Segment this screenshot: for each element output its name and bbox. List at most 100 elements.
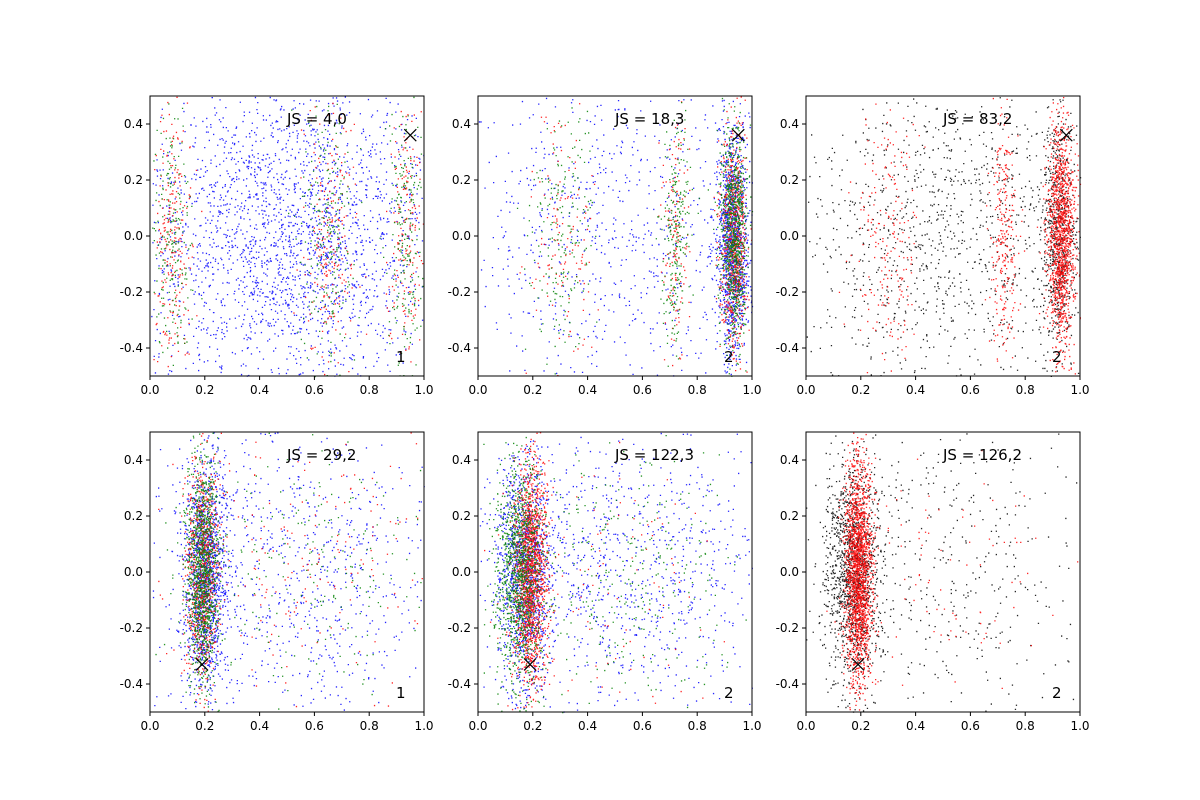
x-tick-label: 0.2 <box>523 383 542 397</box>
x-tick-label: 1.0 <box>1070 719 1089 733</box>
subplot-2: 0.0 0.2 0.4 0.6 0.8 1.0 -0.4 -0.2 0.0 0.2 0.4 JS =… <box>448 95 762 397</box>
x-tick-label: 0.2 <box>851 383 870 397</box>
points-layer <box>152 432 425 713</box>
series-1-points <box>151 96 425 377</box>
x-tick-label: 0.0 <box>468 719 487 733</box>
tick-layer: 0.0 0.2 0.4 0.6 0.8 1.0 -0.4 -0.2 0.0 0.2 0.4 <box>776 117 1090 397</box>
corner-label: 1 <box>396 348 406 366</box>
y-tick-label: -0.2 <box>448 285 471 299</box>
y-tick-label: 0.2 <box>452 173 471 187</box>
y-tick-label: 0.0 <box>124 565 143 579</box>
y-tick-label: -0.2 <box>120 285 143 299</box>
y-tick-label: 0.4 <box>780 453 799 467</box>
js-label: JS = 18,3 <box>614 110 684 128</box>
x-marker <box>523 657 537 671</box>
x-tick-label: 1.0 <box>414 383 433 397</box>
x-tick-label: 1.0 <box>1070 383 1089 397</box>
y-tick-label: -0.4 <box>448 341 471 355</box>
js-label: JS = 83,2 <box>942 110 1012 128</box>
tick-layer: 0.0 0.2 0.4 0.6 0.8 1.0 -0.4 -0.2 0.0 0.2 0.4 <box>120 117 434 397</box>
y-tick-label: 0.0 <box>780 565 799 579</box>
x-tick-label: 0.4 <box>906 383 925 397</box>
x-marker <box>731 128 745 142</box>
series-2-points <box>484 432 725 711</box>
x-tick-label: 0.4 <box>578 383 597 397</box>
y-tick-label: 0.4 <box>452 453 471 467</box>
subplot-6: 0.0 0.2 0.4 0.6 0.8 1.0 -0.4 -0.2 0.0 0.2 0.4 JS =… <box>776 431 1090 733</box>
x-tick-label: 0.2 <box>523 719 542 733</box>
y-tick-label: -0.4 <box>448 677 471 691</box>
y-tick-label: -0.4 <box>120 677 143 691</box>
tick-layer: 0.0 0.2 0.4 0.6 0.8 1.0 -0.4 -0.2 0.0 0.2 0.4 <box>448 117 762 397</box>
y-tick-label: 0.4 <box>124 117 143 131</box>
js-label: JS = 29,2 <box>286 446 356 464</box>
x-tick-label: 0.0 <box>468 383 487 397</box>
y-tick-label: 0.2 <box>780 173 799 187</box>
x-marker <box>403 128 417 142</box>
js-label: JS = 126,2 <box>942 446 1022 464</box>
y-tick-label: -0.4 <box>776 677 799 691</box>
y-tick-label: 0.4 <box>124 453 143 467</box>
points-layer <box>478 96 754 377</box>
corner-label: 2 <box>1052 348 1062 366</box>
y-tick-label: 0.0 <box>780 229 799 243</box>
y-tick-label: 0.0 <box>452 229 471 243</box>
y-tick-label: 0.2 <box>124 173 143 187</box>
subplot-1: 0.0 0.2 0.4 0.6 0.8 1.0 -0.4 -0.2 0.0 0.2 0.4 JS =… <box>120 95 434 397</box>
y-tick-label: -0.4 <box>776 341 799 355</box>
x-tick-label: 0.4 <box>906 719 925 733</box>
y-tick-label: 0.2 <box>452 509 471 523</box>
js-label: JS = 4,0 <box>286 110 347 128</box>
x-tick-label: 0.4 <box>250 719 269 733</box>
y-tick-label: 0.2 <box>124 509 143 523</box>
x-tick-label: 0.6 <box>633 383 652 397</box>
y-tick-label: -0.2 <box>120 621 143 635</box>
series-1-points <box>478 97 754 377</box>
y-tick-label: -0.2 <box>776 285 799 299</box>
x-tick-label: 0.8 <box>1016 719 1035 733</box>
x-tick-label: 0.8 <box>1016 383 1035 397</box>
x-tick-label: 0.8 <box>360 383 379 397</box>
corner-label: 1 <box>396 684 406 702</box>
x-tick-label: 0.6 <box>961 383 980 397</box>
x-tick-label: 0.8 <box>360 719 379 733</box>
corner-label: 2 <box>1052 684 1062 702</box>
x-tick-label: 0.4 <box>250 383 269 397</box>
y-tick-label: 0.2 <box>780 509 799 523</box>
x-tick-label: 0.2 <box>851 719 870 733</box>
x-tick-label: 0.6 <box>961 719 980 733</box>
x-marker <box>851 657 865 671</box>
subplot-5: 0.0 0.2 0.4 0.6 0.8 1.0 -0.4 -0.2 0.0 0.2 0.4 JS =… <box>448 431 762 733</box>
subplot-3: 0.0 0.2 0.4 0.6 0.8 1.0 -0.4 -0.2 0.0 0.2 0.4 JS =… <box>776 95 1090 397</box>
points-layer <box>806 97 1082 377</box>
x-tick-label: 0.6 <box>305 719 324 733</box>
x-tick-label: 1.0 <box>742 383 761 397</box>
y-tick-label: -0.4 <box>120 341 143 355</box>
series-3-points <box>155 432 422 713</box>
x-tick-label: 0.0 <box>140 719 159 733</box>
corner-label: 2 <box>724 684 734 702</box>
tick-layer: 0.0 0.2 0.4 0.6 0.8 1.0 -0.4 -0.2 0.0 0.2 0.4 <box>120 453 434 733</box>
x-tick-label: 0.0 <box>796 719 815 733</box>
tick-layer: 0.0 0.2 0.4 0.6 0.8 1.0 -0.4 -0.2 0.0 0.2 0.4 <box>448 453 762 733</box>
subplot-4: 0.0 0.2 0.4 0.6 0.8 1.0 -0.4 -0.2 0.0 0.2 0.4 JS =… <box>120 431 434 733</box>
x-tick-label: 0.8 <box>688 383 707 397</box>
x-tick-label: 0.0 <box>140 383 159 397</box>
x-marker <box>1059 128 1073 142</box>
y-tick-label: 0.0 <box>452 565 471 579</box>
x-tick-label: 0.2 <box>195 719 214 733</box>
x-tick-label: 0.0 <box>796 383 815 397</box>
x-tick-label: 1.0 <box>414 719 433 733</box>
x-tick-label: 0.2 <box>195 383 214 397</box>
y-tick-label: -0.2 <box>776 621 799 635</box>
series-1-points <box>806 433 1078 713</box>
y-tick-label: -0.2 <box>448 621 471 635</box>
tick-layer: 0.0 0.2 0.4 0.6 0.8 1.0 -0.4 -0.2 0.0 0.2 0.4 <box>776 453 1090 733</box>
points-layer <box>479 432 753 714</box>
y-tick-label: 0.4 <box>780 117 799 131</box>
series-1-points <box>479 432 753 713</box>
js-label: JS = 122,3 <box>614 446 694 464</box>
points-layer <box>806 432 1079 713</box>
